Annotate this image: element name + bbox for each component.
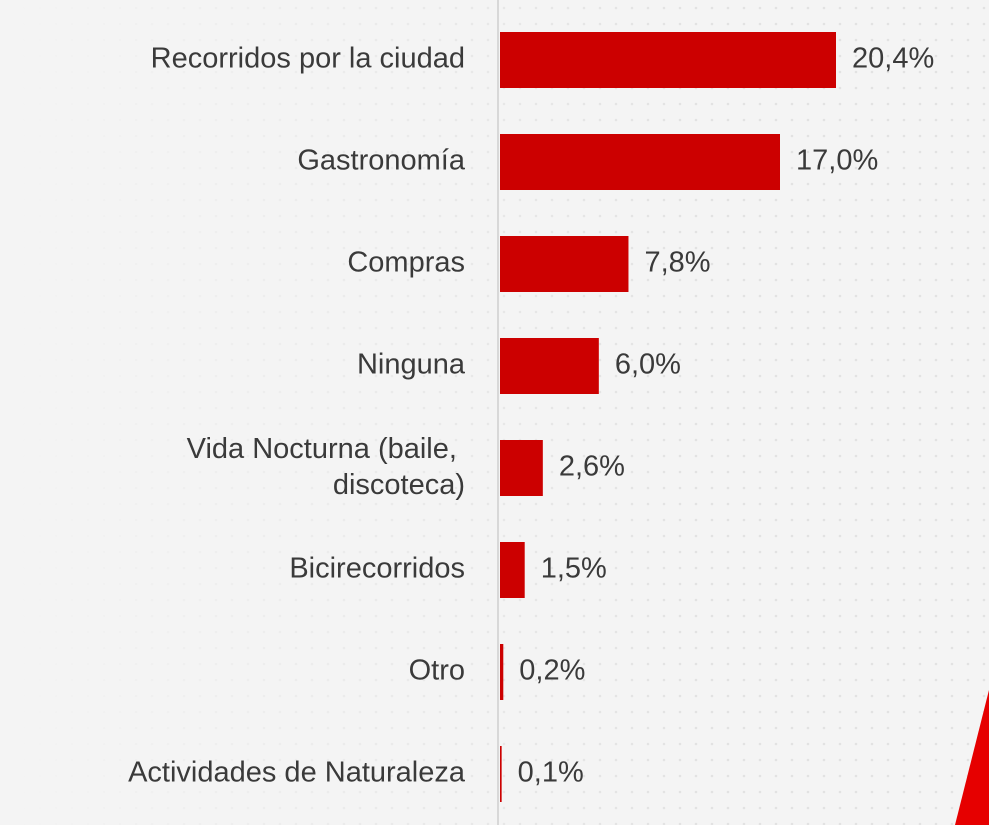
bar: [500, 644, 504, 700]
value-label: 6,0%: [615, 349, 681, 381]
value-label: 1,5%: [541, 553, 607, 585]
value-label: 20,4%: [852, 43, 934, 75]
bar: [500, 542, 525, 598]
category-label: Ninguna: [357, 349, 466, 381]
value-label: 2,6%: [559, 451, 625, 483]
bar: [500, 746, 502, 802]
category-label: Bicirecorridos: [289, 553, 465, 585]
category-label: Vida Nocturna (baile, discoteca): [187, 433, 465, 501]
value-label: 17,0%: [796, 145, 878, 177]
bar: [500, 338, 599, 394]
bar: [500, 32, 836, 88]
value-label: 7,8%: [644, 247, 710, 279]
category-label: Gastronomía: [297, 145, 465, 177]
category-label: Actividades de Naturaleza: [128, 757, 466, 789]
value-label: 0,2%: [519, 655, 585, 687]
category-label: Compras: [347, 247, 465, 279]
value-label: 0,1%: [518, 757, 584, 789]
category-label: Recorridos por la ciudad: [151, 43, 465, 75]
category-label: Otro: [409, 655, 465, 687]
pattern-fade: [0, 0, 700, 825]
corner-decoration: [955, 690, 989, 825]
bar: [500, 236, 629, 292]
bar: [500, 134, 780, 190]
bar: [500, 440, 543, 496]
